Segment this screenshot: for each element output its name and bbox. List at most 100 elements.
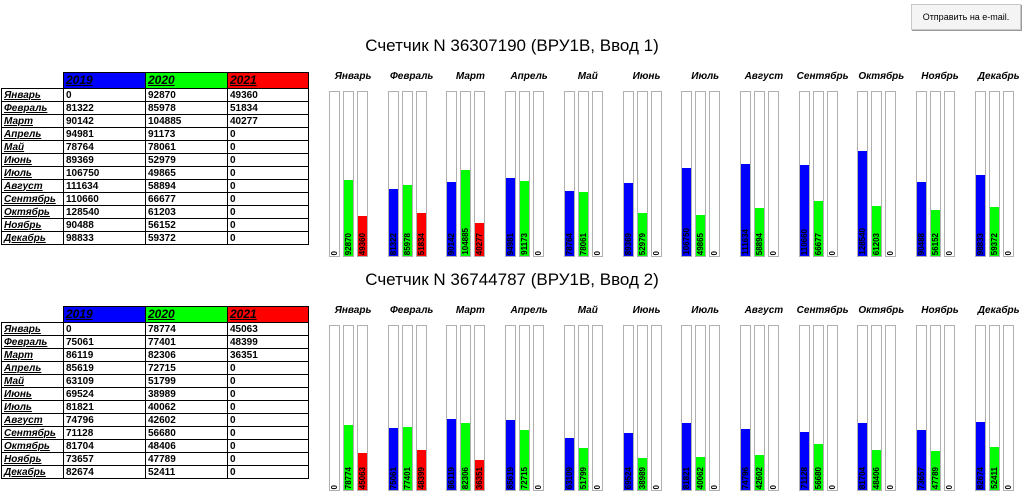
chart-bar: 90142 — [446, 91, 458, 257]
value-cell-2021: 0 — [227, 127, 309, 141]
table-row: Декабрь 98833 59372 0 — [1, 231, 309, 245]
chart-bar: 42602 — [753, 325, 765, 491]
chart-bar: 0 — [885, 325, 897, 491]
table-row: Ноябрь 73657 47789 0 — [1, 452, 309, 466]
chart-data-label: 73657 — [917, 466, 926, 489]
value-cell-2020: 52411 — [145, 465, 228, 479]
chart-month-label: Июль — [691, 305, 720, 316]
month-cell: Февраль — [1, 335, 64, 349]
value-cell-2019: 0 — [63, 322, 146, 336]
table-row: Март 86119 82306 36351 — [1, 348, 309, 362]
chart-bar: 36351 — [474, 325, 486, 491]
chart-bar-fill — [344, 425, 353, 490]
value-cell-2020: 78061 — [145, 140, 228, 154]
chart-month-label: Май — [577, 71, 598, 82]
chart-bar: 51799 — [577, 325, 589, 491]
chart-month-label: Июнь — [632, 71, 661, 82]
chart-bar: 0 — [650, 325, 662, 491]
chart-bar: 71128 — [798, 325, 810, 491]
chart-data-label: 86119 — [447, 467, 457, 489]
chart-bar: 48399 — [415, 325, 427, 491]
chart-month-label: Октябрь — [858, 305, 905, 316]
value-cell-2019: 63109 — [63, 374, 146, 388]
chart-data-label: 110660 — [799, 228, 809, 255]
chart-month-label: Ноябрь — [921, 71, 959, 82]
chart-month-label: Февраль — [390, 305, 434, 316]
chart-data-label: 61203 — [872, 232, 882, 255]
chart-bar-fill — [696, 215, 706, 256]
chart-month-label: Январь — [334, 71, 372, 82]
chart-bar-fill — [872, 206, 882, 256]
chart-data-label: 78774 — [344, 466, 353, 489]
value-cell-2020: 56680 — [145, 426, 228, 440]
value-cell-2019: 94981 — [63, 127, 146, 141]
chart-bar-fill — [402, 427, 412, 490]
chart-bar: 58894 — [753, 91, 765, 257]
year-header-2020: 2020 — [145, 306, 228, 323]
value-cell-2020: 72715 — [145, 361, 228, 375]
value-cell-2019: 128540 — [63, 205, 146, 219]
value-cell-2019: 90488 — [63, 218, 146, 232]
chart-data-label: 0 — [886, 484, 896, 489]
chart-bar-fill — [931, 210, 940, 256]
chart-data-label: 0 — [1003, 250, 1013, 255]
chart-bar-fill — [358, 453, 367, 490]
chart-data-label: 78764 — [564, 232, 574, 255]
chart-bar: 49360 — [357, 91, 368, 257]
chart-bar: 0 — [767, 91, 779, 257]
chart-bar: 40277 — [474, 91, 486, 257]
chart-bar: 74796 — [739, 325, 751, 491]
chart-month-label: Сентябрь — [796, 305, 849, 316]
chart-bar-fill — [358, 216, 367, 256]
chart-bar-fill — [416, 450, 426, 490]
chart-bar: 0 — [944, 325, 955, 491]
chart-data-label: 51834 — [416, 232, 426, 255]
chart-data-label: 66677 — [813, 232, 823, 255]
send-email-button[interactable]: Отправить на e-mail. — [911, 4, 1021, 30]
chart-data-label: 90142 — [447, 232, 457, 255]
chart-bar: 110660 — [798, 91, 810, 257]
table-row: Август 74796 42602 0 — [1, 413, 309, 427]
chart-data-label: 0 — [945, 484, 954, 489]
chart-data-label: 82306 — [461, 466, 471, 489]
value-cell-2019: 81704 — [63, 439, 146, 453]
value-cell-2020: 59372 — [145, 231, 228, 245]
chart-bar-fill — [754, 208, 764, 256]
chart-bar: 38989 — [636, 325, 648, 491]
chart-data-label: 42602 — [754, 466, 764, 489]
chart-data-label: 59372 — [989, 232, 999, 255]
chart-bar-fill — [520, 181, 530, 256]
chart-month-label: Июнь — [632, 305, 661, 316]
month-cell: Декабрь — [1, 465, 64, 479]
value-cell-2019: 89369 — [63, 153, 146, 167]
chart-bar-fill — [637, 458, 647, 490]
chart-bar: 48406 — [871, 325, 883, 491]
chart-bar: 78774 — [343, 325, 354, 491]
month-cell: Ноябрь — [1, 218, 64, 232]
chart-month-label: Декабрь — [977, 305, 1020, 316]
chart-data-label: 85619 — [506, 466, 516, 489]
chart-month-label: Ноябрь — [921, 305, 959, 316]
value-cell-2019: 74796 — [63, 413, 146, 427]
chart-bar-fill — [799, 432, 809, 490]
chart-month-label: Март — [455, 71, 485, 82]
chart-data-label: 0 — [710, 250, 720, 255]
chart-data-label: 71128 — [799, 467, 809, 489]
chart-data-label: 49865 — [696, 232, 706, 255]
value-cell-2019: 82674 — [63, 465, 146, 479]
chart-bar: 0 — [329, 325, 340, 491]
year-header-2021: 2021 — [227, 306, 309, 323]
table-row: Сентябрь 71128 56680 0 — [1, 426, 309, 440]
chart-bar-fill — [461, 170, 471, 256]
month-cell: Июль — [1, 400, 64, 414]
value-cell-2021: 0 — [227, 218, 309, 232]
chart-data-label: 47789 — [931, 466, 940, 489]
month-cell: Октябрь — [1, 439, 64, 453]
year-header-2021: 2021 — [227, 72, 309, 89]
chart-data-label: 0 — [886, 250, 896, 255]
year-header-2019: 2019 — [63, 306, 146, 323]
chart-bar-fill — [989, 447, 999, 490]
chart-bar: 45063 — [357, 325, 368, 491]
table-row: Апрель 94981 91173 0 — [1, 127, 309, 141]
chart-bar: 0 — [767, 325, 779, 491]
